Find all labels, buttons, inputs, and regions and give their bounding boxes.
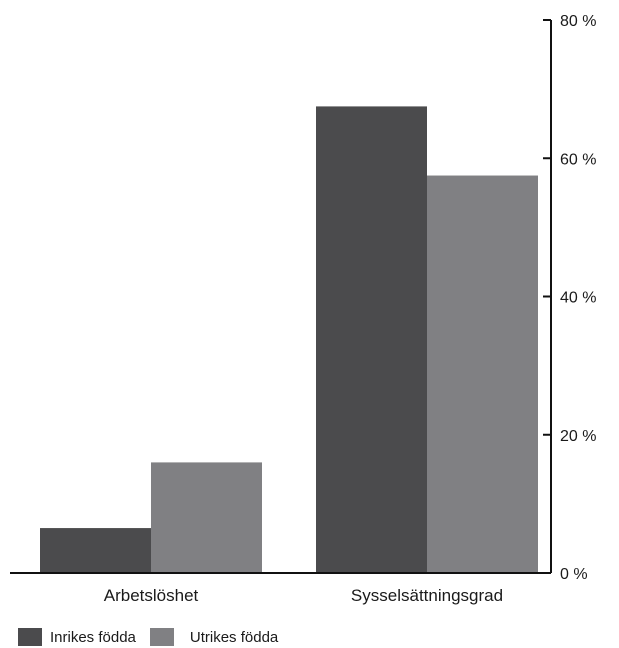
bar-utrikes-0 <box>151 462 262 573</box>
y-tick-label: 40 % <box>560 290 596 307</box>
y-tick-label: 80 % <box>560 13 596 30</box>
legend-item-inrikes: Inrikes födda <box>18 628 136 646</box>
category-label: Sysselsättningsgrad <box>351 586 503 605</box>
bar-inrikes-0 <box>40 528 151 573</box>
bar-inrikes-1 <box>316 106 427 573</box>
legend-item-utrikes: Utrikes födda <box>149 628 279 646</box>
bars-group <box>40 106 538 573</box>
y-tick-label: 20 % <box>560 428 596 445</box>
y-tick-label: 0 % <box>560 566 588 583</box>
legend-label-inrikes: Inrikes födda <box>50 628 136 646</box>
legend-swatch-inrikes <box>18 628 42 646</box>
bar-chart: 0 % 20 % 40 % 60 % 80 % Arbetslöshet Sysselsä… <box>10 13 596 605</box>
category-labels-group: Arbetslöshet Sysselsättningsgrad <box>104 586 503 605</box>
y-ticks-group: 0 % 20 % 40 % 60 % 80 % <box>543 13 596 583</box>
legend-swatch-utrikes <box>149 628 174 646</box>
category-label: Arbetslöshet <box>104 586 199 605</box>
legend-label-utrikes: Utrikes födda <box>189 628 279 646</box>
bar-utrikes-1 <box>427 175 538 573</box>
y-tick-label: 60 % <box>560 151 596 168</box>
legend: Inrikes födda Utrikes födda <box>18 628 292 646</box>
